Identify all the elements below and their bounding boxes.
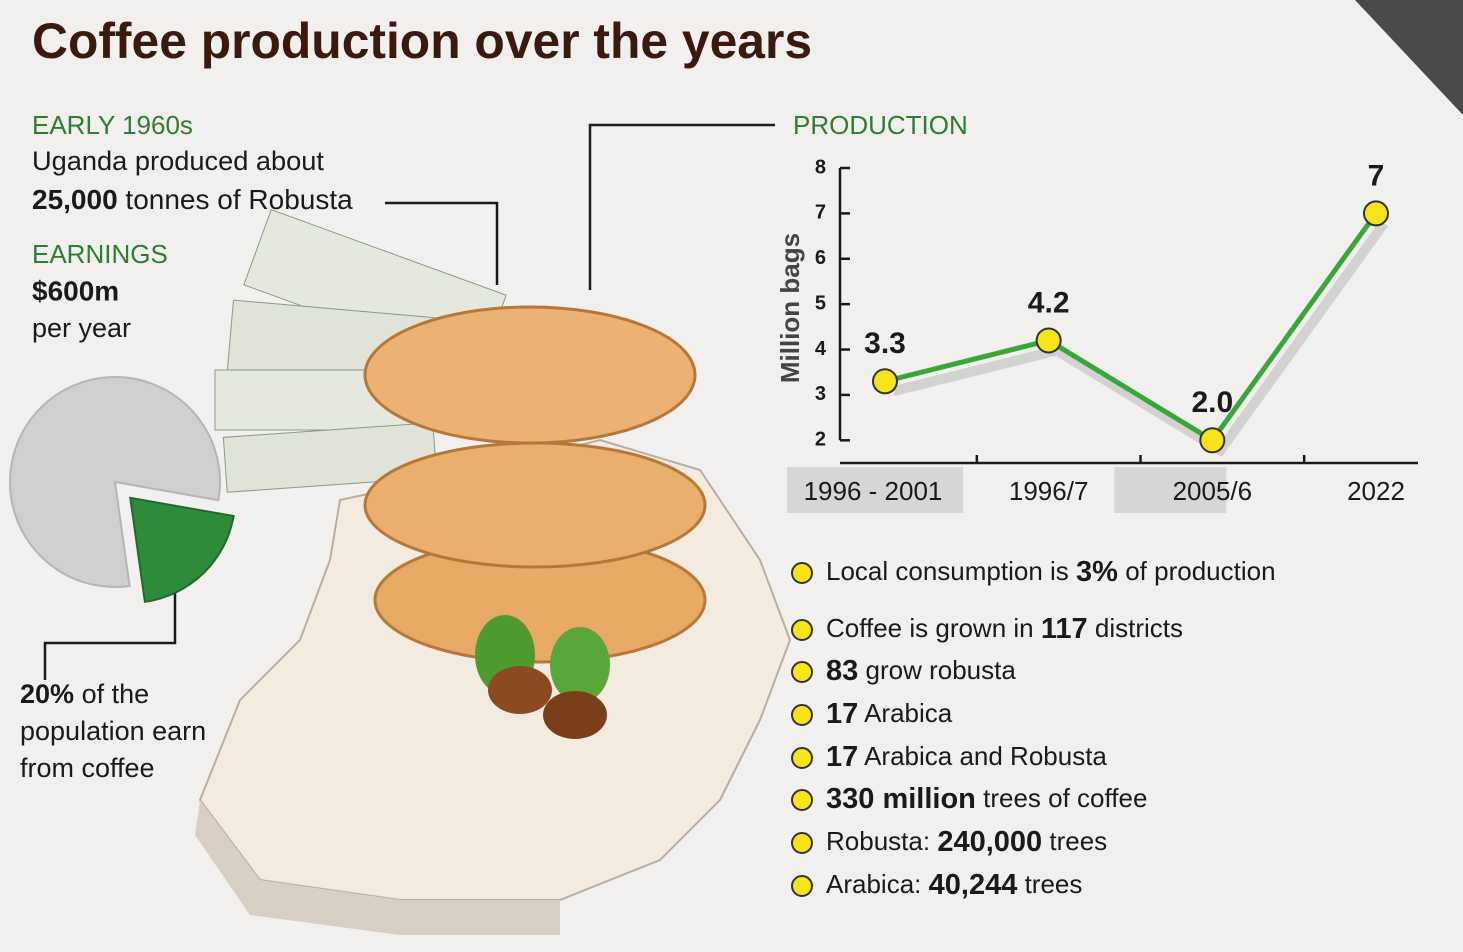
data-label: 2.0 — [1191, 386, 1233, 419]
x-tick-label: 2022 — [1347, 476, 1405, 506]
data-point — [872, 368, 898, 395]
fact: Arabica: 40,244 trees — [826, 869, 1082, 901]
y-tick-label: 2 — [815, 429, 826, 451]
pie-slice — [9, 376, 221, 588]
fact-highlight: 330 million — [826, 783, 976, 815]
fact-highlight: 240,000 — [937, 826, 1042, 858]
fact-text: districts — [1095, 613, 1183, 643]
x-tick-label: 2005/6 — [1173, 476, 1253, 506]
fact-text: trees of coffee — [983, 783, 1147, 813]
earnings-heading: EARNINGS — [32, 239, 168, 269]
fact: 17 Arabica and Robusta — [826, 741, 1107, 773]
earnings-text: per year — [32, 313, 131, 343]
early-amount-line: 25,000 tonnes of Robusta — [32, 184, 353, 215]
bullet — [791, 619, 813, 641]
map-edge — [195, 800, 560, 935]
bullet — [791, 562, 813, 584]
corner-decoration — [1355, 0, 1463, 115]
fact: Robusta: 240,000 trees — [826, 826, 1107, 858]
fact: 330 million trees of coffee — [826, 783, 1147, 815]
fact-text: Coffee is grown in — [826, 613, 1034, 643]
bullet — [791, 832, 813, 854]
fact-highlight: 40,244 — [929, 869, 1018, 901]
earnings-amount: $600m — [32, 275, 119, 306]
fact: 83 grow robusta — [826, 655, 1016, 687]
fact-text: Arabica: — [826, 869, 921, 899]
fact-text: trees — [1049, 826, 1107, 856]
pie-chart: 20% of the population earn from coffee — [9, 376, 235, 783]
data-point — [1199, 427, 1226, 454]
facts-list: Local consumption is 3% of production Cof… — [791, 556, 1276, 901]
fact-highlight: 83 — [826, 655, 858, 687]
fact-highlight: 3% — [1076, 556, 1118, 588]
data-label: 3.3 — [864, 327, 906, 360]
data-label: 4.2 — [1028, 286, 1070, 319]
pie-value-label: 20% — [20, 679, 74, 709]
fact-highlight: 117 — [1041, 613, 1088, 645]
fact-highlight: 17 — [826, 698, 858, 730]
pie-caption: 20% of the — [20, 679, 149, 709]
pie-caption-text: population earn — [20, 716, 206, 746]
fact-highlight: 17 — [826, 741, 858, 773]
fact-text: Local consumption is — [826, 556, 1069, 586]
y-tick-label: 3 — [815, 383, 826, 405]
y-axis-label: Million bags — [775, 233, 805, 383]
bullet — [791, 789, 813, 811]
category-band — [787, 467, 963, 513]
fact: 17 Arabica — [826, 698, 953, 730]
early-amount: 25,000 — [32, 184, 118, 215]
y-tick-label: 6 — [815, 247, 826, 269]
fact-text: Arabica — [864, 698, 953, 728]
chart-title: PRODUCTION — [793, 110, 968, 140]
fact-text: Arabica and Robusta — [864, 741, 1107, 771]
y-tick-label: 8 — [815, 156, 826, 178]
pie-caption-text: from coffee — [20, 753, 155, 783]
bullet — [791, 875, 813, 897]
fact-text: trees — [1025, 869, 1083, 899]
fact: Coffee is grown in 117 districts — [826, 613, 1183, 645]
sacks-illustration — [363, 305, 707, 739]
data-line — [884, 211, 1379, 444]
data-point — [1363, 200, 1389, 227]
y-tick-label: 4 — [815, 338, 827, 360]
x-tick-label: 1996 - 2001 — [804, 476, 943, 506]
fact-text: Robusta: — [826, 826, 930, 856]
x-tick-label: 1996/7 — [1009, 476, 1089, 506]
fact: Local consumption is 3% of production — [826, 556, 1276, 588]
early-text: Uganda produced about — [32, 146, 324, 176]
bullet — [791, 747, 813, 769]
pie-slice — [129, 496, 235, 603]
early-heading: EARLY 1960s — [32, 110, 193, 140]
bullet — [791, 661, 813, 683]
y-tick-label: 5 — [815, 292, 826, 314]
data-point — [1035, 327, 1062, 354]
line-shadow — [891, 220, 1389, 457]
y-tick-label: 7 — [815, 202, 826, 224]
data-label: 7 — [1368, 159, 1385, 192]
category-band — [1114, 467, 1227, 513]
fact-text: of production — [1125, 556, 1275, 586]
early-text: tonnes of Robusta — [125, 184, 353, 215]
pie-caption-text: of the — [82, 679, 150, 709]
bullet — [791, 704, 813, 726]
leader-lines — [43, 123, 775, 680]
line-chart: PRODUCTION Million bags 2 3 4 5 6 7 8 1996 - 2001… — [775, 110, 1418, 513]
page-title: Coffee production over the years — [32, 13, 812, 69]
fact-text: grow robusta — [866, 655, 1017, 685]
